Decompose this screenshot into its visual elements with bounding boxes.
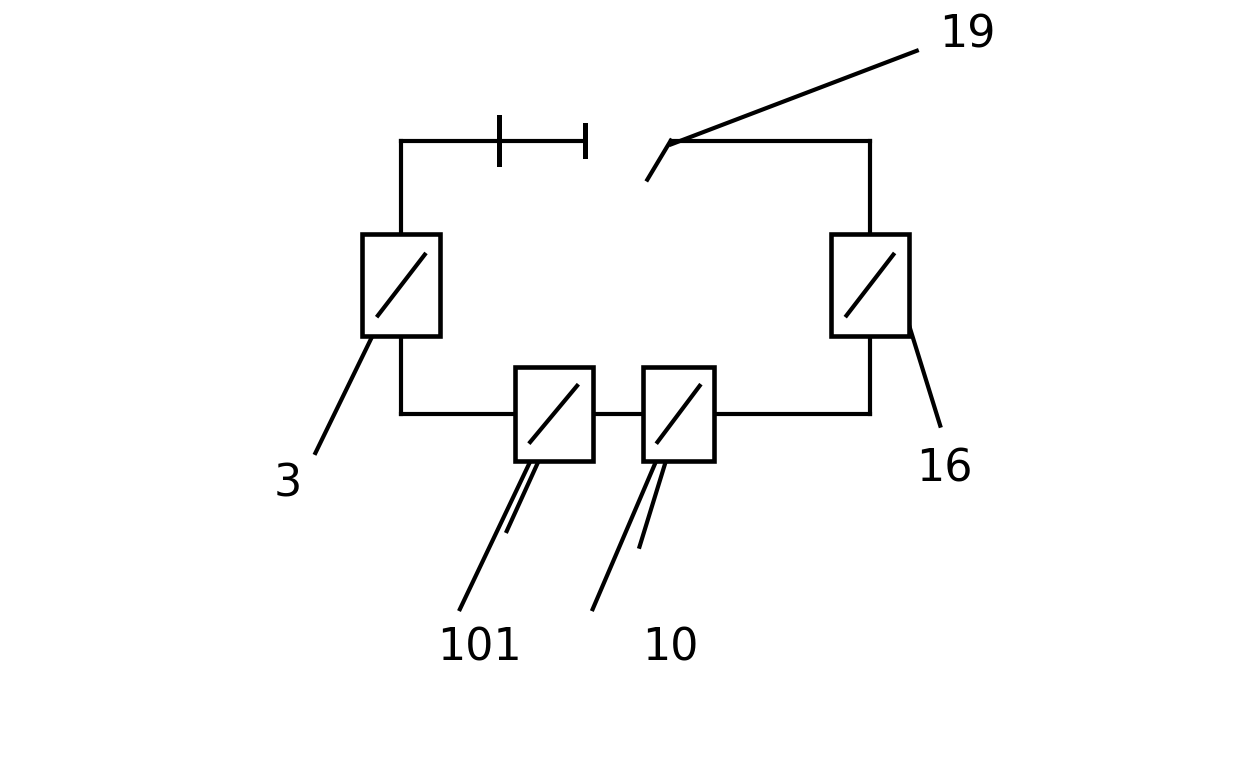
Text: 16: 16 <box>916 447 972 490</box>
Text: 101: 101 <box>436 626 522 670</box>
Bar <box>644 367 714 461</box>
Text: 3: 3 <box>274 462 303 506</box>
Bar <box>362 234 440 336</box>
Text: 19: 19 <box>939 13 996 57</box>
Bar <box>515 367 593 461</box>
Bar <box>831 234 909 336</box>
Text: 10: 10 <box>642 626 699 670</box>
